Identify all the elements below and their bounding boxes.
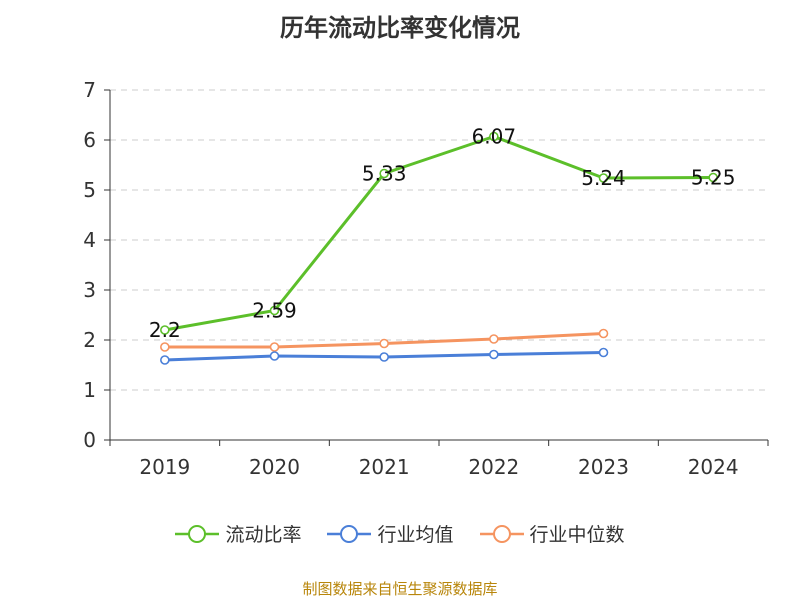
- x-tick-label: 2020: [249, 455, 300, 479]
- data-point: [160, 342, 170, 352]
- data-label: 2.2: [149, 318, 181, 342]
- data-point: [379, 352, 389, 362]
- legend-item[interactable]: 流动比率: [175, 520, 301, 547]
- y-tick-label: 0: [83, 428, 96, 452]
- y-tick-label: 7: [83, 78, 96, 102]
- source-note: 制图数据来自恒生聚源数据库: [302, 580, 498, 598]
- legend-label: 行业均值: [377, 524, 454, 546]
- data-point: [489, 349, 499, 360]
- data-point: [269, 351, 280, 361]
- data-label: 6.07: [472, 125, 517, 149]
- legend-line-icon: [175, 524, 220, 543]
- y-tick-label: 6: [83, 128, 96, 152]
- chart-title: 历年流动比率变化情况: [280, 14, 520, 42]
- legend-line-icon: [479, 524, 524, 543]
- data-point: [489, 131, 499, 142]
- series-layer: [160, 131, 718, 365]
- legend-label: 行业中位数: [529, 524, 625, 546]
- legend-marker: [340, 524, 359, 543]
- data-point: [160, 325, 170, 335]
- data-point: [269, 342, 280, 352]
- data-point: [269, 305, 280, 316]
- x-tick-label: 2022: [468, 455, 519, 479]
- legend-line-icon: [327, 524, 372, 543]
- series-line: [164, 135, 714, 332]
- data-point: [598, 328, 609, 339]
- x-tick-label: 2019: [139, 455, 190, 479]
- data-point: [160, 355, 170, 365]
- data-label: 5.33: [362, 162, 407, 186]
- legend: 流动比率 行业均值 行业中位数: [0, 520, 800, 547]
- data-point: [598, 173, 609, 183]
- axis-layer: 0 1 2 3 4 5 6 7 2019 2020 2021 2022 2023 2024: [83, 78, 769, 479]
- data-label: 2.59: [252, 299, 297, 323]
- y-tick-label: 2: [83, 328, 96, 352]
- data-point: [489, 334, 499, 344]
- legend-label: 流动比率: [225, 524, 302, 546]
- y-tick-label: 1: [83, 378, 96, 402]
- x-tick-label: 2021: [359, 455, 410, 479]
- grid-layer: [110, 89, 768, 391]
- data-label-layer: 2.2 2.59 5.33 6.07 5.24 5.25: [149, 125, 736, 343]
- legend-item[interactable]: 行业均值: [327, 520, 454, 547]
- data-label: 5.25: [691, 166, 736, 190]
- legend-marker: [492, 524, 511, 543]
- x-tick-label: 2023: [578, 455, 629, 479]
- data-label: 5.24: [581, 166, 626, 190]
- y-tick-label: 5: [83, 178, 96, 202]
- data-point: [379, 338, 389, 349]
- y-tick-label: 4: [83, 228, 96, 252]
- y-tick-label: 3: [83, 278, 96, 302]
- x-tick-label: 2024: [688, 455, 739, 479]
- data-point: [379, 168, 389, 179]
- data-point: [598, 347, 609, 358]
- legend-marker: [188, 524, 207, 543]
- data-point: [708, 172, 718, 183]
- legend-item[interactable]: 行业中位数: [479, 520, 625, 547]
